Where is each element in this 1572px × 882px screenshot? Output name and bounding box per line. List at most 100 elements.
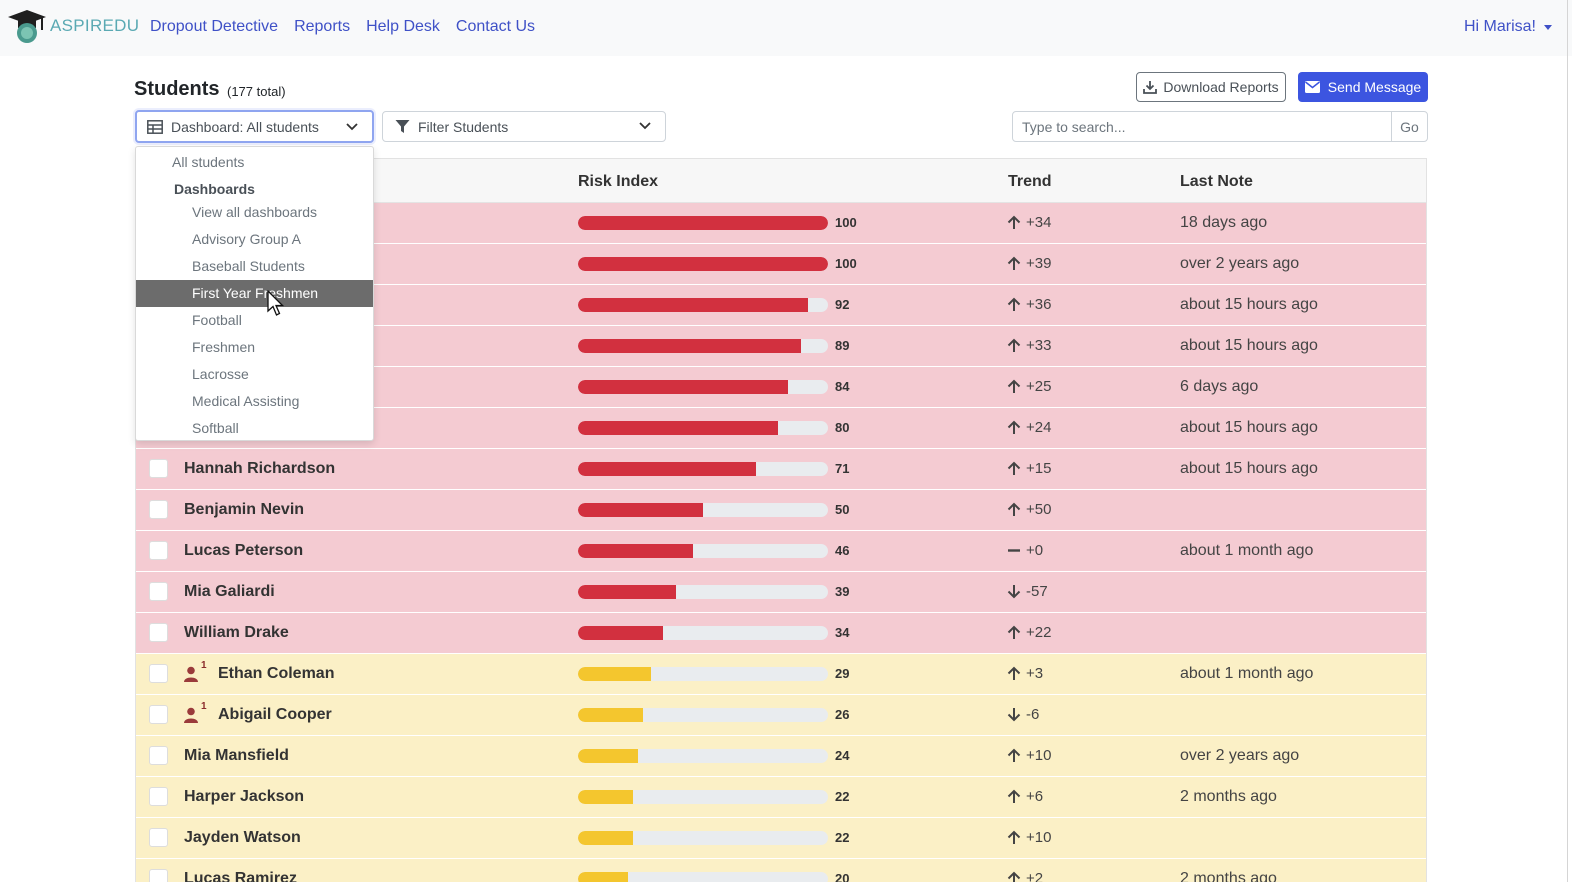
send-message-button[interactable]: Send Message <box>1298 72 1428 102</box>
column-header-risk[interactable]: Risk Index <box>578 173 659 190</box>
table-row[interactable]: Lucas Peterson 46 +0 about 1 month ago <box>136 531 1426 572</box>
student-name[interactable]: Lucas Peterson <box>184 542 304 559</box>
risk-index-bar <box>578 667 828 681</box>
last-note[interactable]: 2 months ago <box>1180 870 1277 882</box>
table-row[interactable]: Jayden Watson 22 +10 <box>136 818 1426 859</box>
aspiredu-logo[interactable]: ASPIREDU <box>6 8 139 44</box>
dropdown-item-dashboard[interactable]: Baseball Students <box>192 258 305 274</box>
row-checkbox[interactable] <box>149 500 168 519</box>
last-note[interactable]: over 2 years ago <box>1180 255 1300 272</box>
dropdown-item-all-students[interactable]: All students <box>172 154 245 170</box>
last-note[interactable]: over 2 years ago <box>1180 747 1300 764</box>
trend-cell: +50 <box>1007 501 1051 518</box>
trend-value: +10 <box>1026 747 1052 764</box>
trend-value: +36 <box>1026 296 1052 313</box>
risk-index-bar <box>578 872 828 882</box>
table-row[interactable]: Lucas Ramirez 20 +2 2 months ago <box>136 859 1426 882</box>
row-checkbox[interactable] <box>149 459 168 478</box>
dropdown-item-dashboard[interactable]: View all dashboards <box>192 204 318 220</box>
table-row[interactable]: Mia Mansfield 24 +10 over 2 years ago <box>136 736 1426 777</box>
top-navbar: ASPIREDU Dropout Detective Reports Help … <box>0 0 1572 56</box>
last-note[interactable]: about 1 month ago <box>1180 542 1314 559</box>
column-header-trend[interactable]: Trend <box>1008 173 1052 190</box>
search-input[interactable] <box>1012 111 1392 142</box>
trend-value: -57 <box>1026 583 1048 600</box>
trend-value: +50 <box>1026 501 1052 518</box>
last-note[interactable]: about 15 hours ago <box>1180 296 1318 313</box>
table-row[interactable]: Mia Galiardi 39 -57 <box>136 572 1426 613</box>
last-note[interactable]: 2 months ago <box>1180 788 1277 805</box>
last-note[interactable]: about 1 month ago <box>1180 665 1314 682</box>
person-icon[interactable]: 1 <box>183 660 207 682</box>
row-checkbox[interactable] <box>149 623 168 642</box>
row-checkbox[interactable] <box>149 828 168 847</box>
last-note[interactable]: 18 days ago <box>1180 214 1268 231</box>
column-header-last-note[interactable]: Last Note <box>1180 173 1253 190</box>
table-row[interactable]: 1 Ethan Coleman 29 +3 about 1 month ago <box>136 654 1426 695</box>
student-name[interactable]: Benjamin Nevin <box>184 501 305 518</box>
trend-value: +34 <box>1026 214 1052 231</box>
table-row[interactable]: Harper Jackson 22 +6 2 months ago <box>136 777 1426 818</box>
window-edge <box>1567 0 1568 882</box>
row-checkbox[interactable] <box>149 664 168 683</box>
student-name[interactable]: Ethan Coleman <box>218 665 335 682</box>
risk-index-fill <box>578 708 643 722</box>
dropdown-header-dashboards: Dashboards <box>174 181 255 197</box>
risk-index-bar <box>578 544 828 558</box>
row-checkbox[interactable] <box>149 746 168 765</box>
trend-value: +15 <box>1026 460 1052 477</box>
envelope-icon <box>1304 81 1320 93</box>
dropdown-item-dashboard[interactable]: First Year Freshmen <box>136 280 373 307</box>
dropdown-item-dashboard[interactable]: Advisory Group A <box>192 231 301 247</box>
user-menu[interactable]: Hi Marisa! <box>1464 18 1552 36</box>
trend-cell: -57 <box>1007 583 1048 600</box>
last-note[interactable]: 6 days ago <box>1180 378 1259 395</box>
table-row[interactable]: William Drake 34 +22 <box>136 613 1426 654</box>
dropdown-item-dashboard[interactable]: Football <box>192 312 242 328</box>
download-icon <box>1143 81 1158 94</box>
graduation-cap-icon <box>8 10 46 43</box>
row-checkbox[interactable] <box>149 705 168 724</box>
student-name[interactable]: Hannah Richardson <box>184 460 336 477</box>
student-name[interactable]: William Drake <box>184 624 289 641</box>
nav-reports[interactable]: Reports <box>294 18 351 35</box>
dashboard-select[interactable]: Dashboard: All students <box>135 110 374 143</box>
table-row[interactable]: Hannah Richardson 71 +15 about 15 hours ago <box>136 449 1426 490</box>
student-name[interactable]: Abigail Cooper <box>218 706 332 723</box>
row-checkbox[interactable] <box>149 787 168 806</box>
risk-index-value: 39 <box>835 584 850 599</box>
arrow-up-icon <box>1007 748 1021 762</box>
dropdown-item-dashboard[interactable]: Softball <box>192 420 239 436</box>
dropdown-item-dashboard[interactable]: Lacrosse <box>192 366 249 382</box>
trend-cell: +24 <box>1007 419 1051 436</box>
table-row[interactable]: 1 Abigail Cooper 26 -6 <box>136 695 1426 736</box>
trend-cell: +3 <box>1007 665 1043 682</box>
row-checkbox[interactable] <box>149 541 168 560</box>
risk-index-fill <box>578 503 703 517</box>
dropdown-item-dashboard[interactable]: Medical Assisting <box>192 393 300 409</box>
person-icon[interactable]: 1 <box>183 701 207 723</box>
trend-value: +39 <box>1026 255 1052 272</box>
row-checkbox[interactable] <box>149 582 168 601</box>
trend-value: +0 <box>1026 542 1044 559</box>
last-note[interactable]: about 15 hours ago <box>1180 337 1318 354</box>
row-checkbox[interactable] <box>149 869 168 882</box>
risk-index-fill <box>578 462 756 476</box>
nav-help-desk[interactable]: Help Desk <box>366 18 440 35</box>
person-badge-count: 1 <box>201 660 207 671</box>
student-name[interactable]: Jayden Watson <box>184 829 301 846</box>
student-name[interactable]: Harper Jackson <box>184 788 305 805</box>
student-name[interactable]: Mia Mansfield <box>184 747 289 764</box>
nav-dropout-detective[interactable]: Dropout Detective <box>150 18 279 35</box>
last-note[interactable]: about 15 hours ago <box>1180 419 1318 436</box>
search-go-button[interactable]: Go <box>1391 111 1428 142</box>
last-note[interactable]: about 15 hours ago <box>1180 460 1318 477</box>
risk-index-value: 92 <box>835 297 850 312</box>
student-name[interactable]: Mia Galiardi <box>184 583 275 600</box>
filter-students-select[interactable]: Filter Students <box>382 111 666 142</box>
table-row[interactable]: Benjamin Nevin 50 +50 <box>136 490 1426 531</box>
dropdown-item-dashboard[interactable]: Freshmen <box>192 339 256 355</box>
student-name[interactable]: Lucas Ramirez <box>184 870 297 882</box>
download-reports-button[interactable]: Download Reports <box>1136 72 1286 102</box>
nav-contact-us[interactable]: Contact Us <box>455 18 536 35</box>
